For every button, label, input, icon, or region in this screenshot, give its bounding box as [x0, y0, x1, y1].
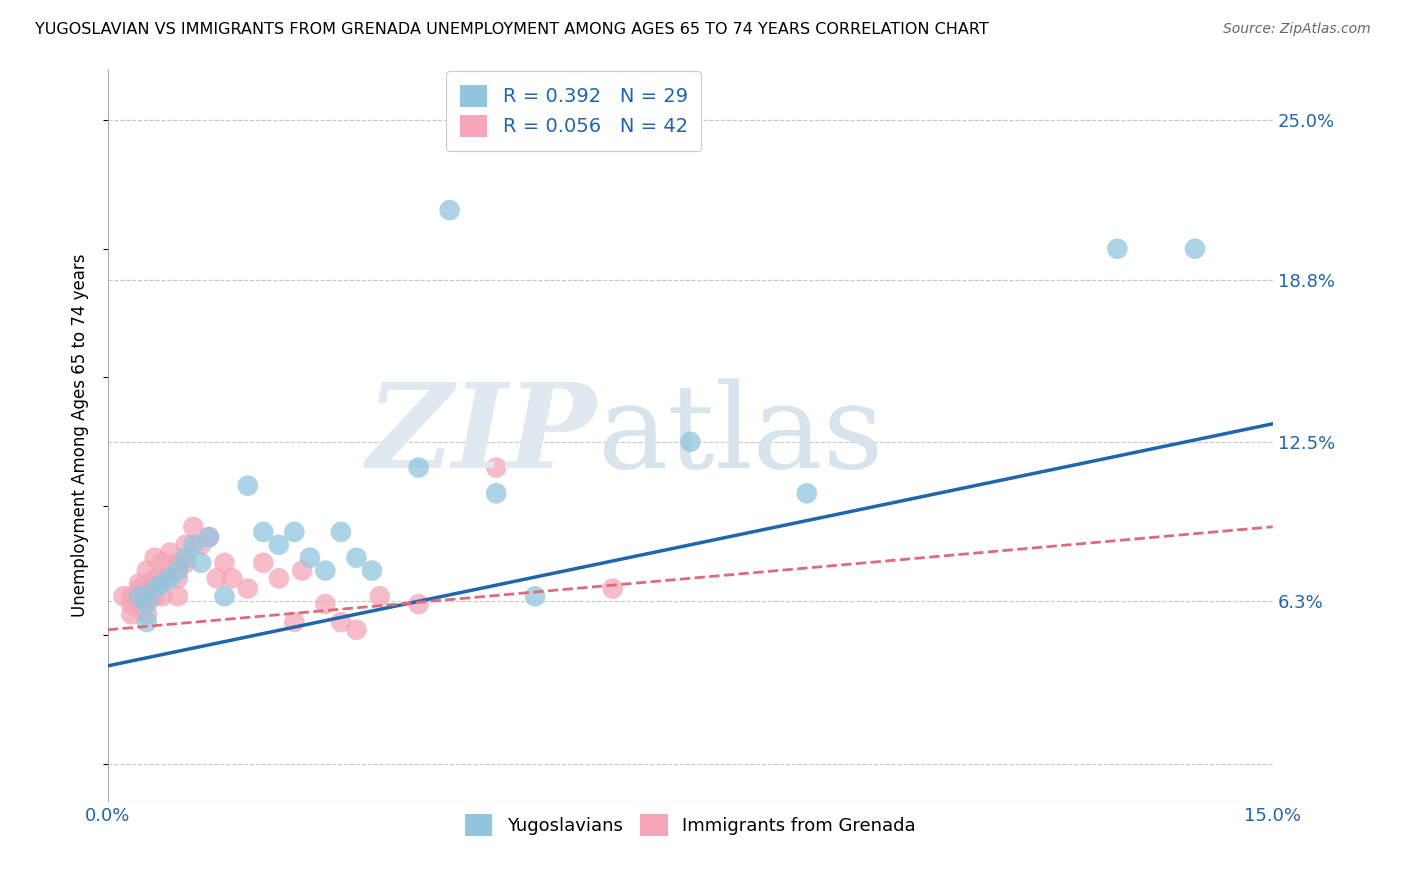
Point	[128, 582, 150, 596]
Point	[167, 590, 190, 604]
Point	[267, 538, 290, 552]
Point	[1184, 242, 1206, 256]
Point	[143, 582, 166, 596]
Point	[143, 590, 166, 604]
Point	[135, 597, 157, 611]
Point	[283, 615, 305, 629]
Point	[205, 571, 228, 585]
Point	[112, 590, 135, 604]
Point	[150, 571, 173, 585]
Point	[314, 597, 336, 611]
Point	[679, 434, 702, 449]
Point	[150, 556, 173, 570]
Point	[183, 538, 205, 552]
Point	[120, 607, 142, 622]
Point	[174, 538, 197, 552]
Point	[159, 564, 181, 578]
Point	[408, 460, 430, 475]
Point	[135, 615, 157, 629]
Point	[329, 524, 352, 539]
Point	[198, 530, 221, 544]
Point	[135, 576, 157, 591]
Point	[298, 550, 321, 565]
Point	[283, 524, 305, 539]
Point	[167, 564, 190, 578]
Point	[143, 550, 166, 565]
Point	[167, 571, 190, 585]
Point	[120, 597, 142, 611]
Point	[485, 486, 508, 500]
Point	[524, 590, 547, 604]
Point	[368, 590, 391, 604]
Point	[120, 590, 142, 604]
Point	[159, 545, 181, 559]
Point	[143, 571, 166, 585]
Point	[602, 582, 624, 596]
Point	[128, 602, 150, 616]
Point	[167, 556, 190, 570]
Point	[236, 478, 259, 492]
Point	[128, 590, 150, 604]
Point	[150, 576, 173, 591]
Point	[439, 203, 461, 218]
Point	[408, 597, 430, 611]
Point	[236, 582, 259, 596]
Point	[214, 556, 236, 570]
Point	[267, 571, 290, 585]
Point	[796, 486, 818, 500]
Text: atlas: atlas	[598, 378, 883, 492]
Point	[314, 564, 336, 578]
Point	[135, 564, 157, 578]
Text: Source: ZipAtlas.com: Source: ZipAtlas.com	[1223, 22, 1371, 37]
Point	[361, 564, 384, 578]
Point	[150, 590, 173, 604]
Y-axis label: Unemployment Among Ages 65 to 74 years: Unemployment Among Ages 65 to 74 years	[72, 253, 89, 617]
Point	[346, 550, 368, 565]
Point	[252, 556, 274, 570]
Point	[346, 623, 368, 637]
Point	[128, 576, 150, 591]
Point	[214, 590, 236, 604]
Point	[329, 615, 352, 629]
Point	[1107, 242, 1129, 256]
Point	[252, 524, 274, 539]
Text: YUGOSLAVIAN VS IMMIGRANTS FROM GRENADA UNEMPLOYMENT AMONG AGES 65 TO 74 YEARS CO: YUGOSLAVIAN VS IMMIGRANTS FROM GRENADA U…	[35, 22, 988, 37]
Point	[221, 571, 243, 585]
Point	[190, 556, 212, 570]
Point	[190, 538, 212, 552]
Point	[198, 530, 221, 544]
Point	[135, 590, 157, 604]
Point	[291, 564, 314, 578]
Point	[183, 520, 205, 534]
Point	[159, 571, 181, 585]
Text: ZIP: ZIP	[367, 378, 598, 493]
Point	[174, 556, 197, 570]
Legend: Yugoslavians, Immigrants from Grenada: Yugoslavians, Immigrants from Grenada	[456, 805, 925, 845]
Point	[135, 607, 157, 622]
Point	[174, 550, 197, 565]
Point	[485, 460, 508, 475]
